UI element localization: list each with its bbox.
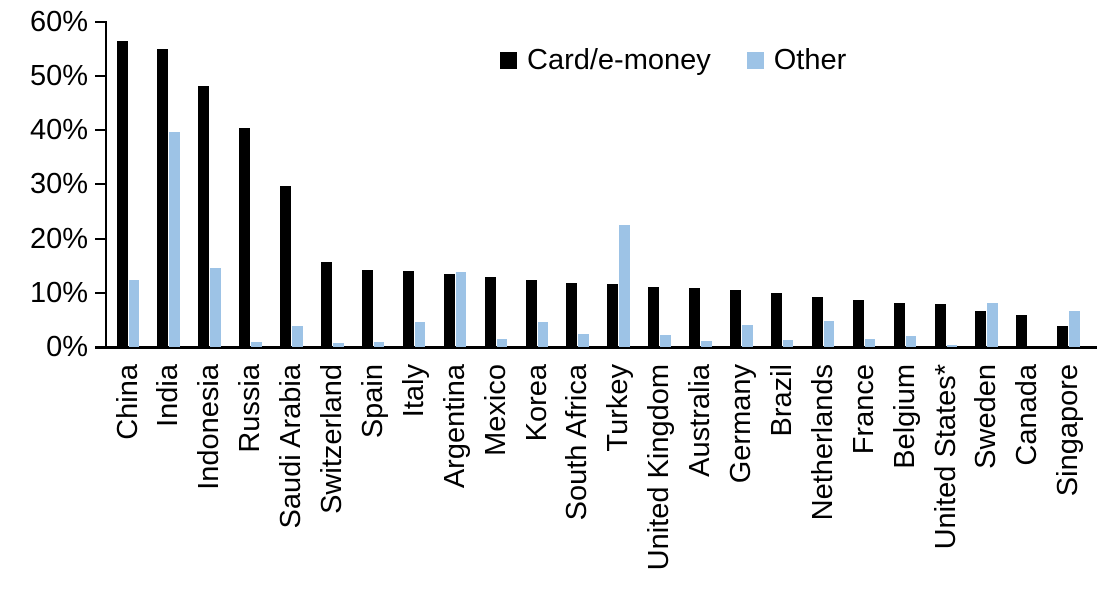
bar-card-e-money [525, 280, 537, 347]
y-tick-label: 0% [46, 331, 88, 363]
y-tick [95, 346, 106, 348]
x-category-label: Sweden [970, 364, 1003, 469]
bar-other [333, 343, 344, 347]
bar-other [210, 268, 221, 347]
bar-other [660, 334, 671, 347]
bar-card-e-money [689, 288, 701, 347]
bar-card-e-money [443, 274, 455, 347]
bar-card-e-money [1016, 315, 1028, 347]
x-category-label: Singapore [1052, 364, 1085, 497]
bar-other [742, 325, 753, 347]
bar-card-e-money [484, 277, 496, 347]
bar-card-e-money [280, 185, 292, 347]
bar-card-e-money [934, 304, 946, 347]
x-category-label: Argentina [438, 364, 471, 489]
y-tick [95, 20, 106, 23]
y-tick-label: 20% [29, 222, 88, 255]
bar-card-e-money [852, 299, 864, 347]
legend-swatch-card-e-money-icon [500, 51, 517, 69]
x-category-label: Indonesia [193, 364, 226, 490]
legend-label-other: Other [773, 44, 847, 76]
bar-card-e-money [607, 283, 619, 347]
y-tick-label: 40% [29, 114, 88, 147]
bar-card-e-money [566, 283, 578, 347]
bar-other [128, 280, 139, 347]
y-tick-label: 50% [29, 60, 88, 93]
x-category-label: Russia [234, 364, 267, 453]
y-axis-line [105, 21, 107, 348]
x-axis-line [95, 346, 1097, 349]
bar-card-e-money [239, 127, 251, 347]
x-category-label: United Kingdom [643, 364, 676, 571]
legend-item-other: Other [746, 44, 847, 76]
bar-other [578, 333, 589, 347]
bar-other [782, 339, 794, 347]
bar-other [823, 320, 835, 347]
y-tick [95, 183, 106, 186]
bar-other [864, 338, 876, 347]
bar-other [905, 336, 917, 347]
x-category-label: India [152, 364, 185, 427]
x-category-label: Belgium [888, 364, 921, 469]
bar-other [292, 326, 303, 347]
bar-other [537, 321, 548, 347]
bar-card-e-money [730, 289, 741, 347]
x-category-label: Turkey [602, 364, 635, 452]
bar-other [251, 341, 262, 347]
y-tick [95, 291, 106, 294]
y-tick [95, 237, 106, 240]
x-category-label: Switzerland [316, 364, 348, 514]
bar-other [496, 339, 508, 347]
bar-card-e-money [975, 311, 987, 347]
x-category-label: France [847, 364, 880, 455]
bar-other [455, 271, 467, 347]
x-category-label: Italy [397, 364, 430, 418]
bar-card-e-money [361, 269, 373, 347]
x-category-label: Spain [356, 364, 389, 439]
x-category-label: United States* [929, 364, 962, 550]
y-tick-label: 60% [29, 5, 88, 38]
bar-other [1069, 311, 1080, 347]
x-category-label: South Africa [561, 364, 594, 521]
bar-card-e-money [893, 302, 905, 347]
x-category-label: Australia [684, 364, 717, 477]
bar-other [987, 303, 998, 347]
bar-card-e-money [116, 41, 128, 347]
bar-card-e-money [648, 286, 660, 347]
x-category-label: Korea [520, 364, 553, 442]
bar-other [619, 225, 630, 347]
y-tick-label: 10% [29, 276, 88, 309]
bar-card-e-money [1057, 326, 1069, 347]
bar-card-e-money [770, 292, 782, 347]
bar-card-e-money [321, 262, 332, 347]
y-tick [95, 129, 106, 132]
x-category-label: Netherlands [806, 364, 839, 521]
x-category-label: Germany [725, 364, 757, 484]
legend-label-card-e-money: Card/e-money [527, 44, 711, 76]
legend: Card/e-money Other [500, 44, 846, 76]
bar-card-e-money [198, 85, 210, 347]
legend-swatch-other-icon [746, 51, 764, 69]
x-category-label: Canada [1011, 364, 1044, 466]
x-category-label: Saudi Arabia [275, 364, 308, 529]
bar-card-e-money [402, 270, 414, 347]
x-category-label: Mexico [479, 364, 512, 456]
bar-other [169, 132, 180, 347]
bar-card-e-money [811, 296, 823, 347]
y-tick-label: 30% [29, 168, 88, 201]
bar-other [414, 322, 426, 347]
y-tick [95, 75, 106, 78]
bar-other [373, 341, 385, 347]
legend-item-card-e-money: Card/e-money [500, 44, 711, 76]
x-category-label: China [111, 364, 144, 440]
bar-card-e-money [157, 49, 169, 347]
bar-other [701, 341, 712, 347]
bar-other [946, 345, 957, 347]
x-category-label: Brazil [765, 364, 798, 437]
